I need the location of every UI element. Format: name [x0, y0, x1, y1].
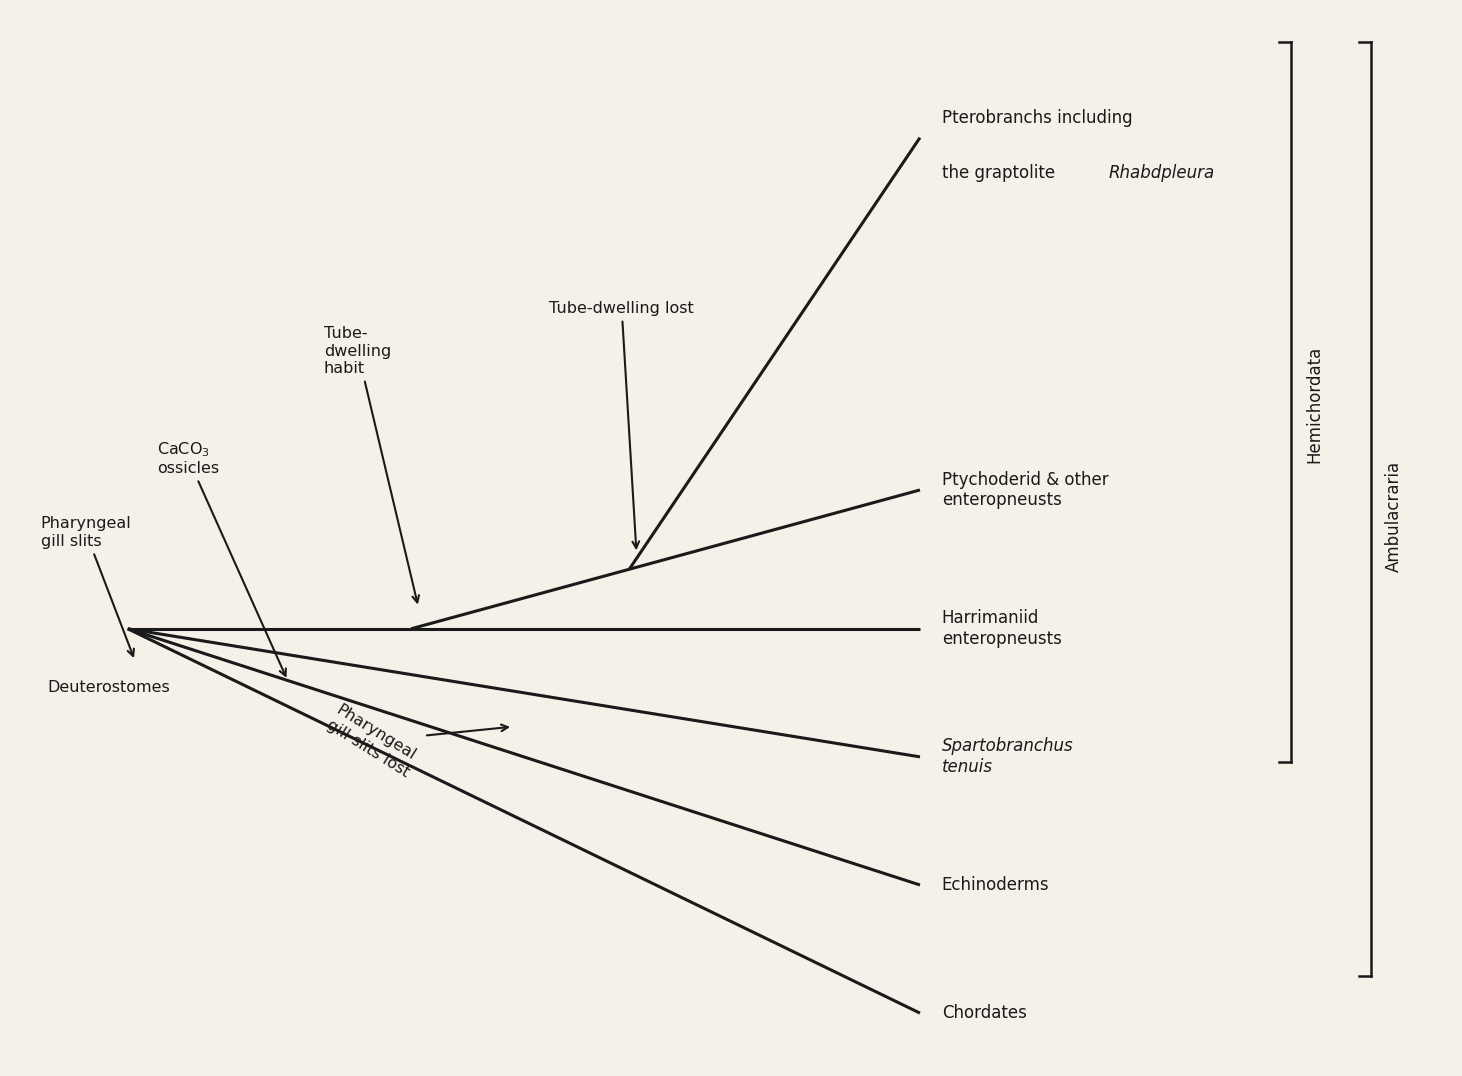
Text: Pharyngeal
gill slits: Pharyngeal gill slits [41, 516, 135, 656]
Text: Tube-dwelling lost: Tube-dwelling lost [550, 301, 694, 548]
Text: Chordates: Chordates [942, 1004, 1026, 1022]
Text: Rhabdpleura: Rhabdpleura [1110, 165, 1215, 182]
Text: Hemichordata: Hemichordata [1306, 345, 1323, 463]
Text: Deuterostomes: Deuterostomes [48, 680, 171, 695]
Text: Ambulacraria: Ambulacraria [1385, 462, 1404, 572]
Text: Harrimaniid
enteropneusts: Harrimaniid enteropneusts [942, 609, 1061, 648]
Text: Echinoderms: Echinoderms [942, 876, 1050, 894]
Text: Tube-
dwelling
habit: Tube- dwelling habit [325, 326, 420, 603]
Text: Ptychoderid & other
enteropneusts: Ptychoderid & other enteropneusts [942, 470, 1108, 509]
Text: Pharyngeal
gill slits lost: Pharyngeal gill slits lost [325, 702, 507, 780]
Text: CaCO$_3$
ossicles: CaCO$_3$ ossicles [156, 440, 287, 676]
Text: Spartobranchus
tenuis: Spartobranchus tenuis [942, 737, 1073, 776]
Text: Pterobranchs including: Pterobranchs including [942, 109, 1133, 127]
Text: the graptolite: the graptolite [942, 165, 1060, 182]
